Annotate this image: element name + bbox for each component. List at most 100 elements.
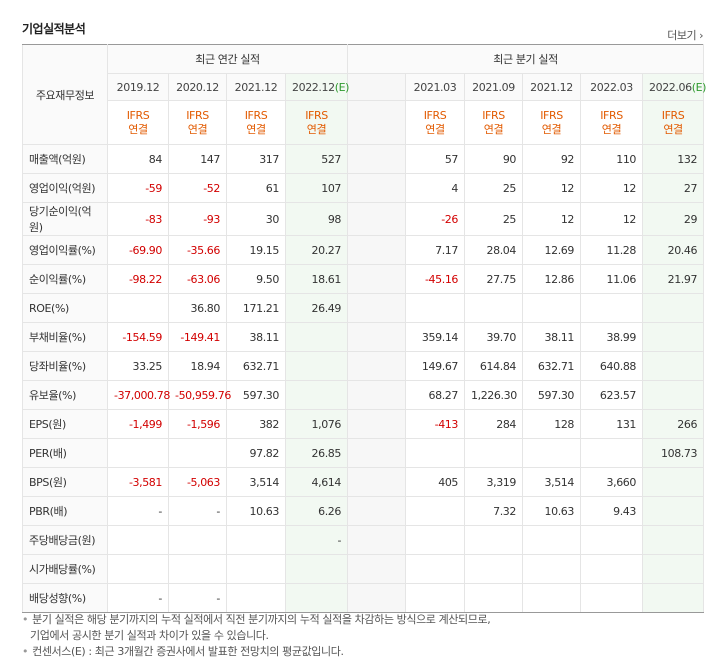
value-cell [522,554,582,584]
value-cell [642,554,705,584]
value-cell [464,554,524,584]
table-row: 당기순이익(억원) -83 -93 30 98 -26 25 12 12 29 [22,202,705,236]
period-annual-2: 2021.12 [226,73,286,101]
value-cell: 6.26 [284,496,349,526]
period-annual-1: 2020.12 [168,73,227,101]
gap-column [347,438,407,468]
value-cell [405,438,466,468]
value-cell [642,467,705,497]
value-cell [405,583,466,613]
value-cell: 266 [642,409,705,439]
ifrs-quarter-0: IFRS 연결 [405,100,466,145]
ifrs-annual-0: IFRS 연결 [107,100,169,145]
value-cell: 3,514 [226,467,286,497]
value-cell: 26.49 [284,293,349,323]
value-cell: 90 [464,144,524,174]
value-cell [580,583,644,613]
period-quarter-3: 2022.03 [580,73,644,101]
value-cell: 30 [226,202,286,236]
value-cell: 632.71 [522,351,582,381]
value-cell: - [168,496,227,526]
gap-column [347,100,407,145]
ifrs-annual-3: IFRS 연결 [284,100,349,145]
note-2: • 컨센서스(E) : 최근 3개월간 증권사에서 발표한 전망치의 평균값입니다… [22,645,344,658]
value-cell: 3,660 [580,467,644,497]
value-cell: 12 [522,202,582,236]
row-label: 당좌비율(%) [22,351,108,381]
value-cell: 57 [405,144,466,174]
ifrs-quarter-4: IFRS 연결 [642,100,705,145]
gap-column [347,351,407,381]
value-cell [226,583,286,613]
value-cell [464,525,524,555]
value-cell: 20.46 [642,235,705,265]
more-link[interactable]: 더보기 › [667,29,703,42]
table-row: 당좌비율(%) 33.25 18.94 632.71 149.67 614.84 632.7… [22,351,705,381]
value-cell: 25 [464,202,524,236]
value-cell [284,583,349,613]
value-cell: - [284,525,349,555]
table-row: 배당성향(%) - - [22,583,705,613]
value-cell: 12.69 [522,235,582,265]
value-cell: -59 [107,173,169,203]
value-cell [580,554,644,584]
value-cell [464,583,524,613]
value-cell: -37,000.78 [107,380,170,410]
value-cell: 36.80 [168,293,227,323]
value-cell: - [107,583,169,613]
table-row: EPS(원) -1,499 -1,596 382 1,076 -413 284 128 131 2… [22,409,705,439]
value-cell [168,438,227,468]
row-label: 영업이익(억원) [22,173,108,203]
value-cell: -35.66 [168,235,227,265]
row-label: 영업이익률(%) [22,235,108,265]
value-cell: 359.14 [405,322,466,352]
financial-summary-table: 주요재무정보 최근 연간 실적 최근 분기 실적 2019.12 2020.12 2… [22,44,706,613]
value-cell: -98.22 [107,264,169,294]
value-cell [642,583,705,613]
value-cell: 19.15 [226,235,286,265]
value-cell: 38.11 [522,322,582,352]
value-cell [642,351,705,381]
table-row: PER(배) 97.82 26.85 108.73 [22,438,705,468]
row-label: PBR(배) [22,496,108,526]
value-cell: -63.06 [168,264,227,294]
value-cell [580,438,644,468]
gap-column [347,467,407,497]
value-cell: 98 [284,202,349,236]
estimate-mark: (E) [334,80,350,94]
value-cell [405,554,466,584]
value-cell [405,525,466,555]
value-cell: 640.88 [580,351,644,381]
value-cell [642,293,705,323]
row-label: PER(배) [22,438,108,468]
ifrs-annual-1: IFRS 연결 [168,100,227,145]
note-1-cont: 기업에서 공시한 분기 실적과 차이가 있을 수 있습니다. [30,629,269,642]
value-cell: 284 [464,409,524,439]
footnotes: • 분기 실적은 해당 분기까지의 누적 실적에서 직전 분기까지의 누적 실적을… [22,612,491,660]
value-cell: 108.73 [642,438,705,468]
row-label: 매출액(억원) [22,144,108,174]
value-cell: 27.75 [464,264,524,294]
gap-column [347,380,407,410]
value-cell: -69.90 [107,235,169,265]
value-cell: 9.50 [226,264,286,294]
gap-column [347,293,407,323]
value-cell: 84 [107,144,169,174]
table-row: BPS(원) -3,581 -5,063 3,514 4,614 405 3,319 3,51… [22,467,705,497]
gap-column [347,554,407,584]
value-cell: -1,499 [107,409,169,439]
value-cell [168,525,227,555]
value-cell: 614.84 [464,351,524,381]
value-cell: 317 [226,144,286,174]
gap-column [347,583,407,613]
value-cell: 39.70 [464,322,524,352]
value-cell [642,525,705,555]
value-cell: -93 [168,202,227,236]
value-cell: -5,063 [168,467,227,497]
table-row: 시가배당률(%) [22,554,705,584]
value-cell: -154.59 [107,322,169,352]
value-cell: 11.06 [580,264,644,294]
value-cell [642,496,705,526]
value-cell [107,438,169,468]
value-cell [522,293,582,323]
